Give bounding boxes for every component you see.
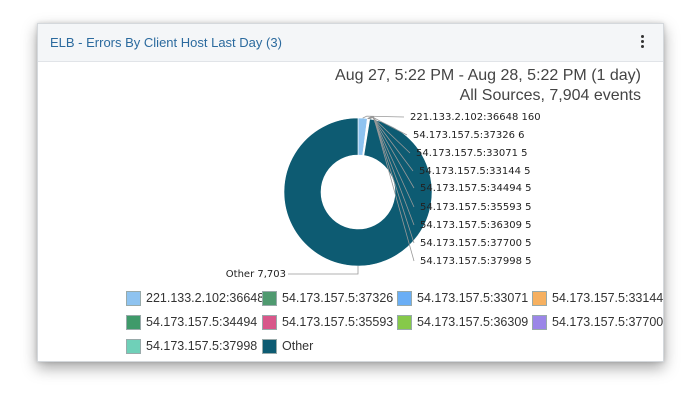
legend-item[interactable]: 54.173.157.5:36309 (397, 313, 528, 331)
time-range-summary: Aug 27, 5:22 PM - Aug 28, 5:22 PM (1 day… (335, 66, 641, 106)
legend-label: 54.173.157.5:33071 (417, 291, 529, 305)
slice-callout-label: 54.173.157.5:35593 5 (420, 202, 532, 213)
legend-label: 54.173.157.5:35593 (282, 315, 394, 329)
legend-label: 54.173.157.5:37998 (146, 339, 258, 353)
time-range: Aug 27, 5:22 PM - Aug 28, 5:22 PM (1 day… (335, 67, 641, 84)
legend-swatch (397, 314, 412, 330)
panel-header: ELB - Errors By Client Host Last Day (3) (38, 24, 663, 62)
legend-swatch (532, 314, 547, 330)
source-summary: All Sources, 7,904 events (459, 87, 641, 104)
legend-label: Other (282, 339, 314, 353)
pie-slice[interactable] (283, 117, 433, 267)
slice-callout-label: Other 7,703 (226, 269, 286, 280)
legend-item[interactable]: 54.173.157.5:34494 (126, 313, 257, 331)
donut-chart: 221.133.2.102:36648 160 54.173.157.5:3732… (226, 112, 541, 280)
legend-item[interactable]: Other (262, 337, 313, 355)
legend-item[interactable]: 54.173.157.5:33071 (397, 289, 528, 307)
legend-item[interactable]: 54.173.157.5:37998 (126, 337, 257, 355)
slice-callout-label: 54.173.157.5:33144 5 (419, 166, 531, 177)
slice-callout-label: 54.173.157.5:37700 5 (420, 238, 532, 249)
legend-label: 54.173.157.5:37326 (282, 291, 394, 305)
legend-swatch (532, 290, 547, 306)
slice-callout-label: 54.173.157.5:36309 5 (420, 220, 532, 231)
callout-line (362, 115, 405, 119)
legend-label: 54.173.157.5:34494 (146, 315, 258, 329)
panel-title[interactable]: ELB - Errors By Client Host Last Day (3) (50, 35, 282, 50)
legend-item[interactable]: 54.173.157.5:37700 (532, 313, 663, 331)
legend-swatch (262, 314, 277, 330)
dashboard-panel: ELB - Errors By Client Host Last Day (3)… (37, 23, 664, 362)
legend-item[interactable]: 221.133.2.102:36648 (126, 289, 264, 307)
legend-label: 221.133.2.102:36648 (146, 291, 265, 305)
legend-item[interactable]: 54.173.157.5:35593 (262, 313, 393, 331)
slice-callout-label: 54.173.157.5:33071 5 (416, 148, 528, 159)
legend-label: 54.173.157.5:33144 (552, 291, 664, 305)
legend-swatch (126, 314, 141, 330)
legend-swatch (397, 290, 412, 306)
slice-callout-label: 54.173.157.5:34494 5 (420, 183, 532, 194)
vertical-ellipsis-icon[interactable] (639, 35, 645, 51)
legend-item[interactable]: 54.173.157.5:33144 (532, 289, 663, 307)
legend-swatch (126, 290, 141, 306)
slice-callout-label: 221.133.2.102:36648 160 (410, 112, 541, 123)
legend-swatch (262, 290, 277, 306)
callout-line (288, 266, 359, 275)
legend-swatch (126, 338, 141, 354)
slice-callout-label: 54.173.157.5:37998 5 (420, 256, 532, 267)
legend-item[interactable]: 54.173.157.5:37326 (262, 289, 393, 307)
callout-line (369, 116, 415, 262)
slice-callout-label: 54.173.157.5:37326 6 (413, 130, 525, 141)
legend-swatch (262, 338, 277, 354)
legend-label: 54.173.157.5:37700 (552, 315, 664, 329)
legend-label: 54.173.157.5:36309 (417, 315, 529, 329)
